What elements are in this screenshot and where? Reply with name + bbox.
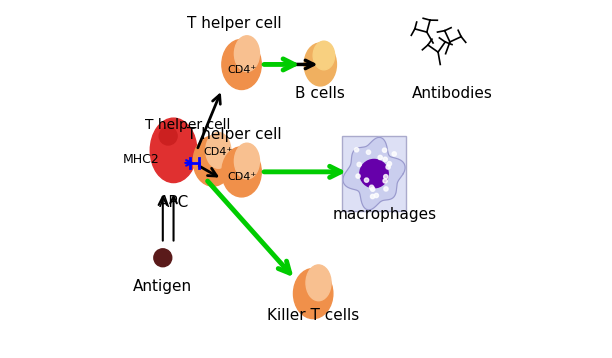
Circle shape	[384, 187, 388, 191]
Circle shape	[370, 187, 375, 191]
Circle shape	[154, 249, 172, 267]
Text: T helper cell: T helper cell	[187, 127, 282, 142]
Text: CD4⁺: CD4⁺	[227, 172, 256, 182]
Circle shape	[354, 147, 359, 152]
Text: CD4⁺: CD4⁺	[227, 65, 256, 75]
Circle shape	[383, 179, 387, 183]
Ellipse shape	[151, 118, 197, 183]
Circle shape	[386, 165, 390, 169]
Circle shape	[382, 148, 387, 153]
Circle shape	[356, 174, 360, 178]
FancyBboxPatch shape	[341, 136, 406, 211]
Ellipse shape	[234, 36, 259, 72]
Text: macrophages: macrophages	[333, 207, 437, 222]
Circle shape	[384, 175, 388, 179]
Ellipse shape	[193, 136, 233, 186]
Text: T helper cell: T helper cell	[187, 16, 282, 31]
Ellipse shape	[206, 132, 231, 168]
Text: Antibodies: Antibodies	[412, 86, 493, 101]
Circle shape	[357, 162, 361, 166]
Circle shape	[159, 127, 177, 145]
Text: B cells: B cells	[296, 86, 345, 101]
Ellipse shape	[234, 143, 259, 179]
Circle shape	[374, 193, 378, 198]
Ellipse shape	[222, 39, 261, 90]
Polygon shape	[343, 137, 405, 210]
Circle shape	[387, 161, 392, 166]
Ellipse shape	[304, 43, 337, 86]
Circle shape	[383, 157, 387, 161]
Circle shape	[370, 194, 375, 199]
Ellipse shape	[294, 268, 333, 319]
Ellipse shape	[313, 41, 335, 70]
Circle shape	[392, 152, 397, 156]
Circle shape	[360, 159, 388, 188]
Circle shape	[364, 178, 368, 182]
Text: CD4⁺: CD4⁺	[204, 147, 233, 157]
Text: Antigen: Antigen	[133, 279, 192, 294]
Circle shape	[378, 155, 382, 160]
Circle shape	[370, 185, 374, 189]
Circle shape	[367, 150, 371, 154]
Text: Killer T cells: Killer T cells	[267, 308, 359, 323]
Ellipse shape	[222, 147, 261, 197]
Ellipse shape	[306, 265, 331, 301]
Text: MHC2: MHC2	[122, 153, 159, 166]
Text: APC: APC	[159, 195, 188, 210]
Text: T helper cell: T helper cell	[145, 118, 231, 132]
